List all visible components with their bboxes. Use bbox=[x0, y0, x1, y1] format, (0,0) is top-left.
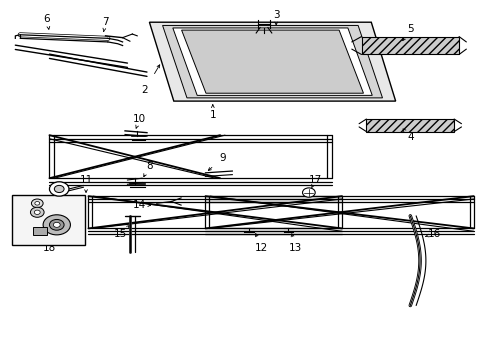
Text: 3: 3 bbox=[272, 10, 279, 20]
Text: 1: 1 bbox=[209, 111, 216, 121]
Polygon shape bbox=[172, 28, 371, 95]
Text: 2: 2 bbox=[141, 85, 147, 95]
Text: 4: 4 bbox=[406, 132, 413, 142]
Text: 17: 17 bbox=[308, 175, 321, 185]
Text: 16: 16 bbox=[427, 229, 440, 239]
Circle shape bbox=[53, 222, 60, 227]
Text: 18: 18 bbox=[43, 243, 56, 253]
Text: 7: 7 bbox=[102, 17, 109, 27]
Polygon shape bbox=[361, 37, 458, 54]
Circle shape bbox=[54, 185, 64, 193]
Text: 9: 9 bbox=[219, 153, 225, 163]
Text: 11: 11 bbox=[79, 175, 92, 185]
Text: 6: 6 bbox=[43, 14, 50, 24]
Text: 8: 8 bbox=[146, 161, 152, 171]
Polygon shape bbox=[149, 22, 395, 101]
FancyBboxPatch shape bbox=[12, 195, 84, 245]
Circle shape bbox=[30, 207, 44, 217]
Text: 14: 14 bbox=[133, 200, 146, 210]
Text: 15: 15 bbox=[113, 229, 126, 239]
Circle shape bbox=[302, 188, 315, 197]
Circle shape bbox=[31, 199, 43, 208]
Circle shape bbox=[49, 182, 69, 196]
Polygon shape bbox=[162, 26, 382, 98]
Text: 10: 10 bbox=[133, 114, 146, 124]
Text: 5: 5 bbox=[406, 24, 413, 35]
Circle shape bbox=[35, 202, 40, 205]
Polygon shape bbox=[181, 30, 363, 93]
Circle shape bbox=[34, 210, 40, 215]
Polygon shape bbox=[366, 119, 453, 132]
Circle shape bbox=[43, 215, 70, 235]
Circle shape bbox=[49, 220, 64, 230]
Text: 12: 12 bbox=[254, 243, 267, 253]
FancyBboxPatch shape bbox=[33, 227, 47, 235]
Text: 13: 13 bbox=[288, 243, 302, 253]
